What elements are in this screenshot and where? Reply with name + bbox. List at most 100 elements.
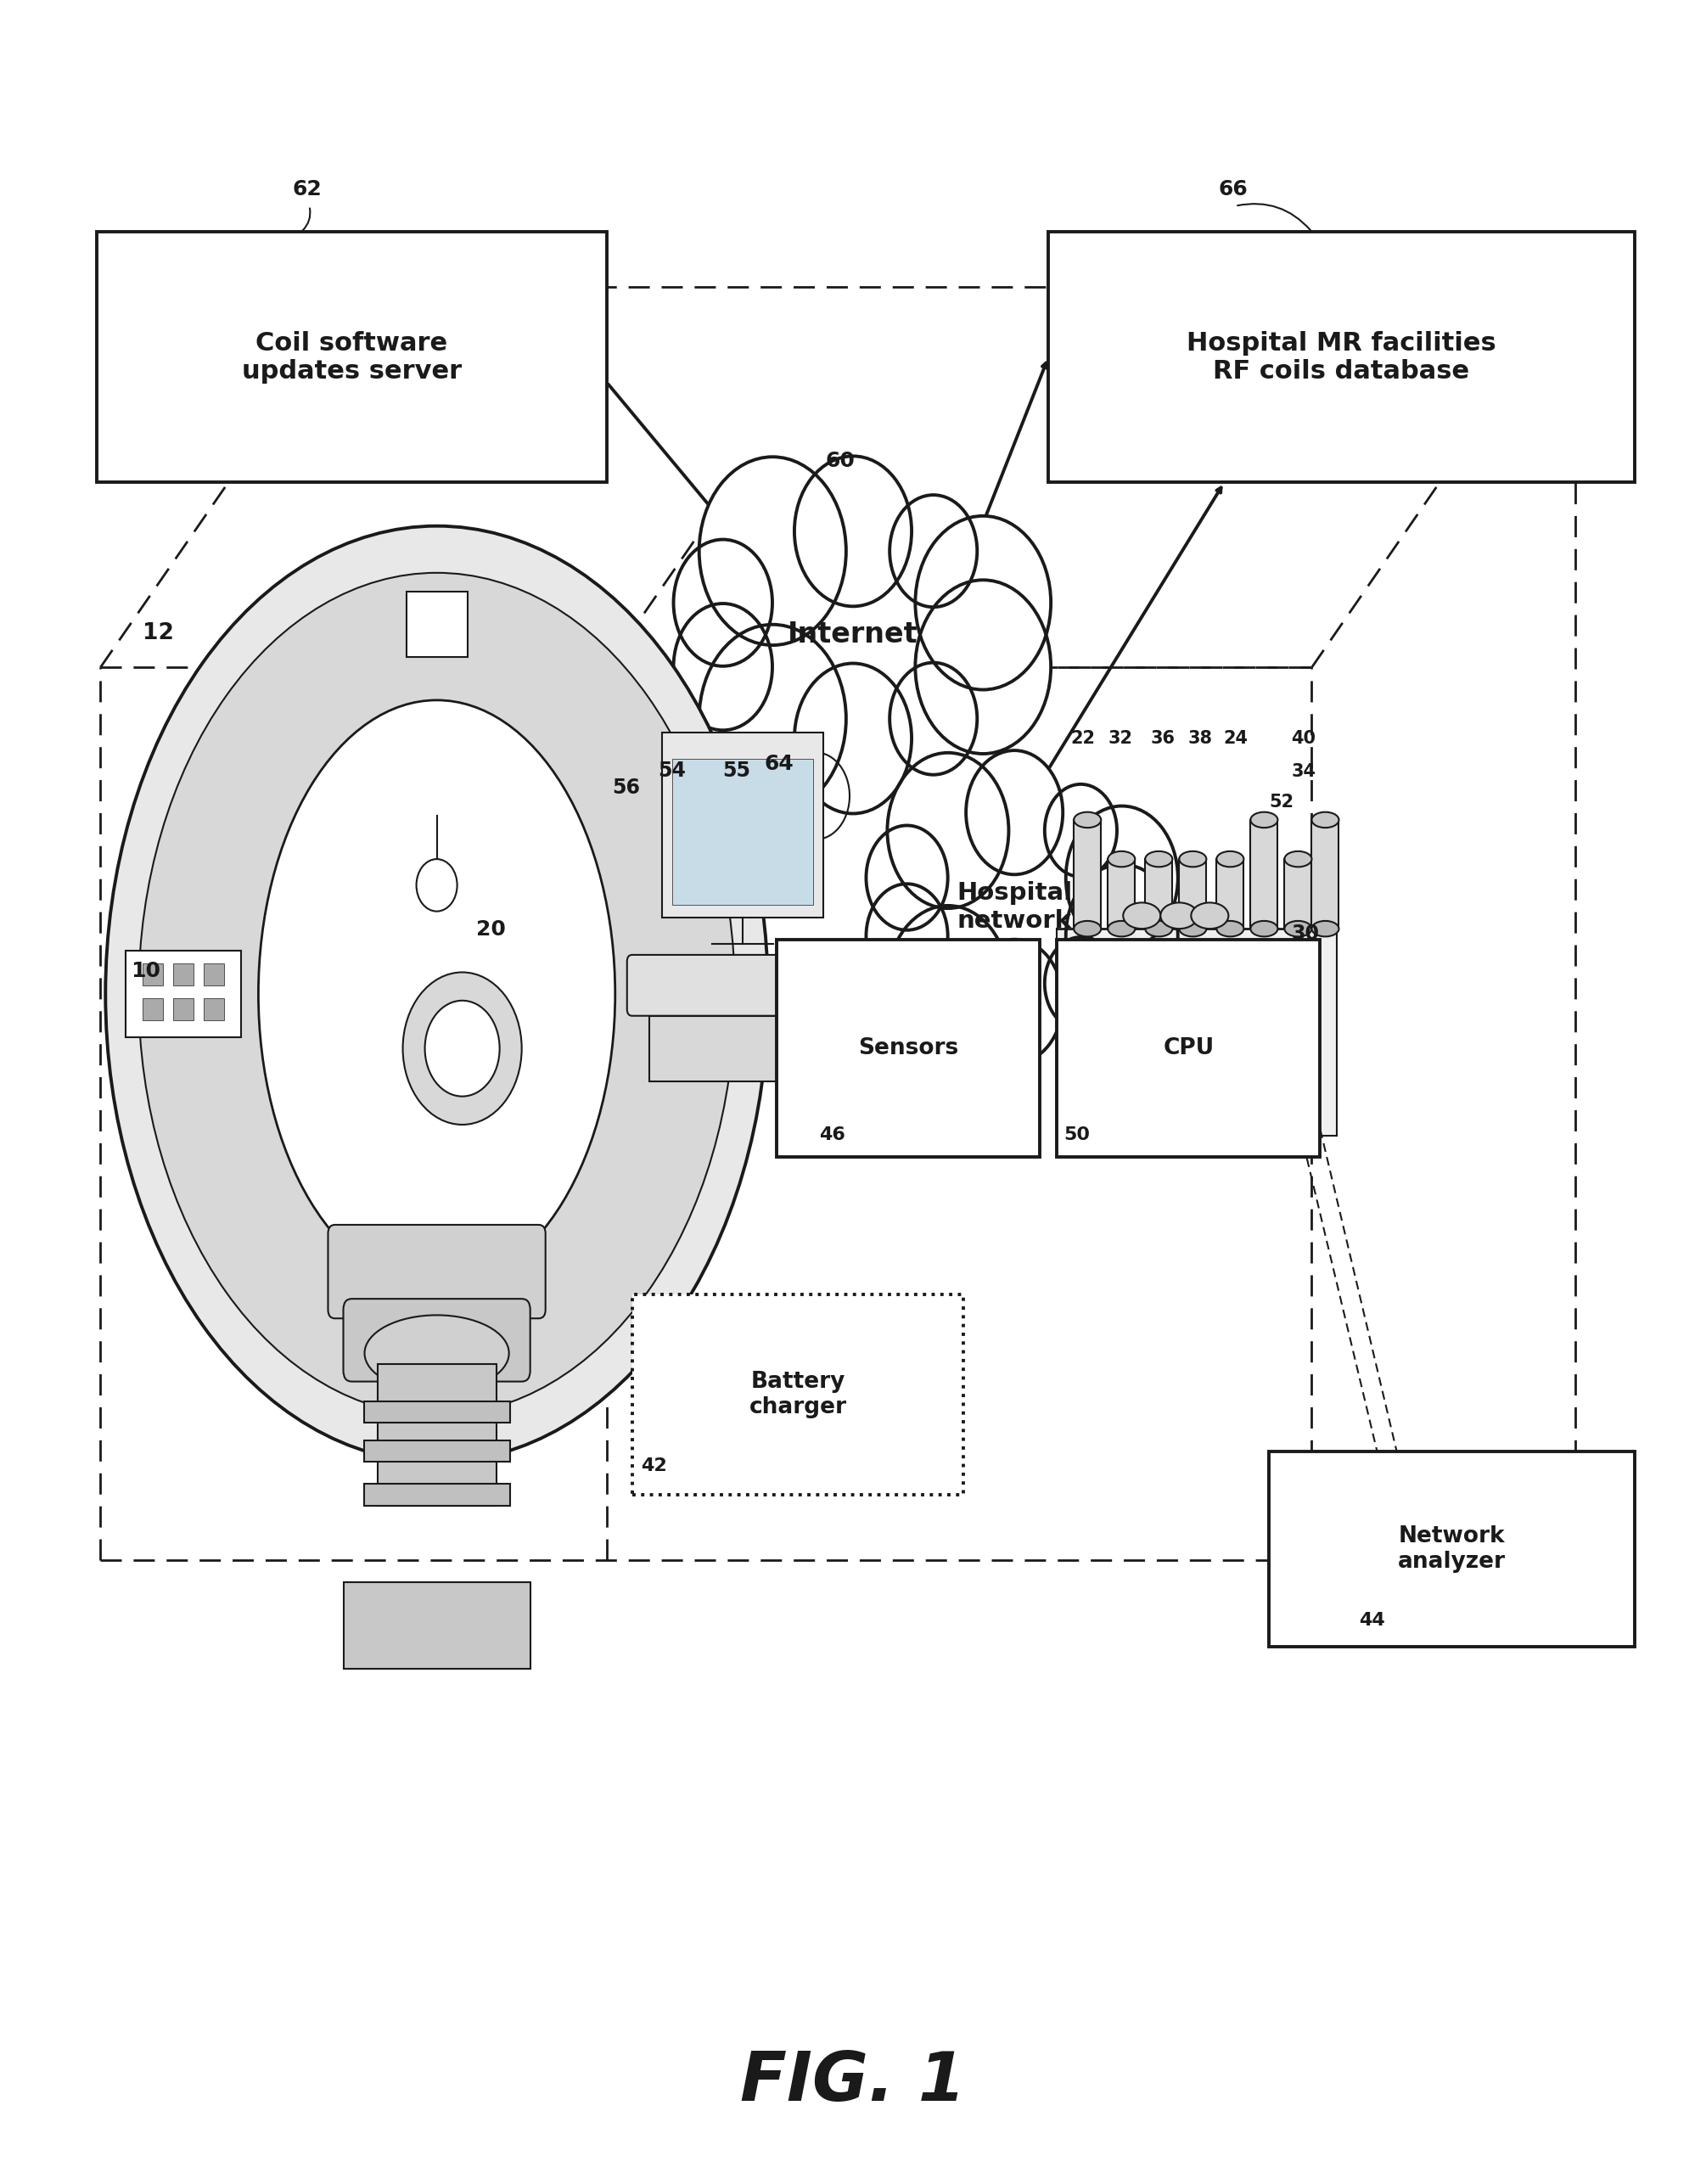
Bar — [1073, 819, 1100, 928]
Ellipse shape — [1145, 922, 1172, 937]
Circle shape — [1044, 784, 1117, 876]
Circle shape — [699, 625, 846, 812]
Bar — [648, 1016, 836, 1081]
Bar — [406, 592, 467, 657]
Bar — [205, 998, 225, 1020]
Ellipse shape — [1179, 852, 1206, 867]
Circle shape — [867, 826, 949, 930]
Text: 34: 34 — [1291, 762, 1315, 780]
Text: 52: 52 — [1269, 793, 1293, 810]
Ellipse shape — [1285, 852, 1312, 867]
Text: FIG. 1: FIG. 1 — [740, 2049, 966, 2116]
Bar — [1058, 928, 1338, 1136]
Ellipse shape — [1250, 812, 1278, 828]
Bar — [662, 734, 824, 917]
Bar — [174, 963, 194, 985]
Text: 60: 60 — [826, 452, 855, 472]
Text: 54: 54 — [657, 760, 686, 780]
Text: 10: 10 — [131, 961, 160, 981]
Circle shape — [887, 753, 1008, 909]
Bar — [1058, 939, 1320, 1158]
Ellipse shape — [258, 701, 616, 1289]
Circle shape — [867, 885, 949, 989]
Circle shape — [1066, 806, 1177, 950]
Text: 38: 38 — [1187, 729, 1213, 747]
Ellipse shape — [1145, 852, 1172, 867]
Circle shape — [966, 939, 1063, 1064]
Ellipse shape — [1160, 902, 1198, 928]
Bar — [97, 232, 607, 483]
Text: 30: 30 — [1291, 924, 1319, 943]
Text: 36: 36 — [1150, 729, 1175, 747]
FancyBboxPatch shape — [343, 1299, 531, 1382]
Circle shape — [887, 906, 1008, 1061]
Circle shape — [889, 662, 978, 775]
Bar — [174, 998, 194, 1020]
Circle shape — [403, 972, 522, 1125]
Text: 12: 12 — [143, 622, 174, 644]
Ellipse shape — [1285, 922, 1312, 937]
Text: Coil software
updates server: Coil software updates server — [242, 330, 462, 384]
Bar — [126, 950, 241, 1037]
Ellipse shape — [746, 553, 960, 716]
Text: Network
analyzer: Network analyzer — [1397, 1524, 1506, 1572]
Text: 22: 22 — [1070, 729, 1095, 747]
Circle shape — [768, 845, 802, 889]
Bar — [363, 1439, 510, 1461]
Ellipse shape — [1216, 922, 1244, 937]
Circle shape — [971, 1068, 1008, 1116]
Text: 24: 24 — [1223, 729, 1249, 747]
Ellipse shape — [1312, 812, 1339, 828]
Circle shape — [699, 456, 846, 644]
Text: 66: 66 — [1218, 179, 1247, 199]
Text: 50: 50 — [1063, 1127, 1090, 1142]
Circle shape — [966, 751, 1063, 874]
Text: Internet: Internet — [788, 620, 918, 649]
Ellipse shape — [138, 572, 735, 1415]
Ellipse shape — [1250, 922, 1278, 937]
Text: 44: 44 — [1360, 1612, 1385, 1629]
Bar — [1179, 858, 1206, 928]
Bar — [1049, 232, 1634, 483]
Circle shape — [425, 1000, 500, 1096]
Ellipse shape — [1107, 852, 1134, 867]
Circle shape — [916, 515, 1051, 690]
Text: Hospital MR facilities
RF coils database: Hospital MR facilities RF coils database — [1187, 330, 1496, 384]
Bar — [143, 998, 164, 1020]
Circle shape — [795, 456, 911, 607]
Text: 62: 62 — [292, 179, 322, 199]
Bar — [143, 963, 164, 985]
Circle shape — [916, 581, 1051, 753]
Bar — [363, 1402, 510, 1424]
Text: 32: 32 — [1107, 729, 1133, 747]
Ellipse shape — [1073, 812, 1100, 828]
Ellipse shape — [365, 1315, 508, 1391]
Bar — [1216, 858, 1244, 928]
Circle shape — [976, 1022, 1030, 1092]
Circle shape — [775, 804, 822, 865]
Bar — [363, 1483, 510, 1505]
Text: CPU: CPU — [1163, 1037, 1215, 1059]
Text: Hospital
network: Hospital network — [957, 882, 1071, 933]
Circle shape — [1066, 865, 1177, 1009]
Ellipse shape — [926, 832, 1104, 981]
Text: 64: 64 — [764, 753, 795, 773]
FancyBboxPatch shape — [628, 954, 858, 1016]
Bar — [377, 1365, 496, 1505]
Circle shape — [889, 496, 978, 607]
Circle shape — [674, 539, 773, 666]
Circle shape — [416, 858, 457, 911]
Circle shape — [781, 753, 850, 839]
Bar — [1269, 1450, 1634, 1647]
Ellipse shape — [1216, 852, 1244, 867]
Bar — [1285, 858, 1312, 928]
Circle shape — [966, 1103, 989, 1133]
Ellipse shape — [1107, 922, 1134, 937]
Ellipse shape — [1191, 902, 1228, 928]
Bar — [1312, 819, 1339, 928]
Circle shape — [674, 603, 773, 729]
Bar — [343, 1581, 531, 1669]
Bar — [776, 939, 1041, 1158]
Ellipse shape — [1073, 922, 1100, 937]
Text: 40: 40 — [1291, 729, 1315, 747]
